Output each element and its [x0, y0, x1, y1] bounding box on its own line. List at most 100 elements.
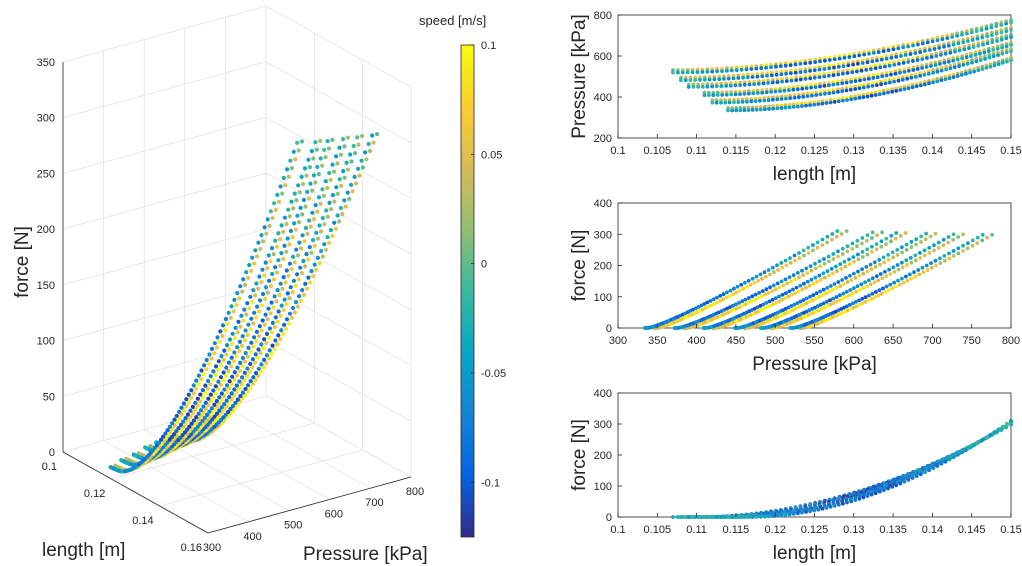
plot-3d-point: [322, 147, 327, 152]
p-vs-l-point: [736, 100, 741, 104]
f-vs-p-point: [820, 237, 825, 242]
f-vs-l-point: [763, 514, 767, 519]
f-vs-p-point: [864, 265, 869, 269]
p-vs-l-point: [927, 48, 932, 52]
plot-3d-point: [352, 151, 358, 156]
plot-3d-point: [250, 365, 255, 370]
p-vs-l-point: [723, 100, 728, 105]
plot-3d-point: [237, 296, 242, 301]
f-vs-p-point: [788, 256, 792, 260]
p-vs-l-point: [691, 85, 696, 89]
plot-3d-point: [255, 254, 260, 259]
plot-3d-point: [222, 402, 227, 407]
f-vs-l-point: [894, 483, 899, 488]
p-vs-l-xtick-label: 0.105: [644, 145, 672, 157]
plot-3d-ztick-label: 50: [43, 391, 55, 403]
p-vs-l-point: [940, 37, 945, 42]
f-vs-p-point: [842, 259, 847, 264]
p-vs-l-point: [994, 24, 999, 29]
plot-3d-point: [288, 228, 293, 234]
p-vs-l-point: [884, 73, 889, 78]
plot-3d-point: [340, 212, 345, 217]
f-vs-l-point: [750, 515, 755, 519]
f-vs-p-point: [737, 300, 741, 305]
plot-3d-point: [217, 395, 222, 400]
plot-3d-point: [258, 246, 263, 252]
plot-3d-point: [375, 132, 380, 137]
f-vs-p-point: [961, 243, 965, 248]
plot-3d-point: [167, 424, 172, 429]
f-vs-l-point: [861, 495, 866, 500]
p-vs-l-point: [911, 68, 916, 72]
f-vs-p-point: [725, 290, 729, 295]
p-vs-l-point: [767, 107, 771, 111]
plot-3d-point: [261, 346, 266, 351]
f-vs-p-point: [823, 275, 827, 280]
f-vs-p-point: [737, 305, 742, 309]
plot-3d-point: [316, 195, 322, 200]
f-vs-p-point: [718, 299, 722, 303]
p-vs-l-point: [765, 73, 769, 78]
plot-3d-point: [227, 386, 232, 391]
plot-3d-point: [222, 348, 227, 353]
p-vs-l-point: [906, 60, 911, 64]
f-vs-p-point: [897, 282, 902, 287]
p-vs-l-point: [751, 91, 756, 96]
plot-3d-point: [258, 350, 263, 356]
p-vs-l-point: [710, 84, 714, 89]
p-vs-l-point: [950, 35, 955, 39]
p-vs-l-point: [832, 57, 837, 62]
f-vs-l-point: [836, 502, 841, 507]
p-vs-l-point: [841, 64, 846, 68]
plot-3d-point: [243, 282, 248, 287]
p-vs-l-point: [1000, 45, 1004, 50]
p-vs-l-point: [898, 88, 903, 92]
f-vs-l-point: [947, 457, 952, 462]
grid-line: [62, 339, 412, 422]
f-vs-p-point: [908, 256, 913, 260]
p-vs-l-point: [976, 44, 981, 48]
plot-3d-point: [212, 402, 217, 407]
p-vs-l-point: [887, 80, 892, 85]
p-vs-l-point: [791, 87, 796, 92]
plot-3d-point: [275, 192, 280, 197]
plot-3d-point: [337, 177, 342, 182]
p-vs-l-point: [902, 70, 907, 74]
p-vs-l-point: [836, 99, 841, 104]
plot-3d-point: [219, 353, 224, 359]
plot-3d-point: [306, 157, 311, 162]
f-vs-p-point: [855, 244, 859, 249]
plot-3d-point: [319, 229, 324, 234]
f-vs-p-point: [919, 240, 923, 244]
f-vs-p-point: [865, 269, 870, 274]
plot-3d-point: [232, 336, 237, 341]
plot-3d-point: [278, 281, 283, 286]
f-vs-p-point: [852, 271, 856, 276]
plot-3d-point: [235, 330, 240, 335]
f-vs-l-point: [754, 515, 759, 519]
p-vs-l-point: [920, 66, 924, 70]
plot-3d-point: [291, 149, 296, 154]
p-vs-l-point: [938, 62, 942, 66]
f-vs-p-point: [777, 294, 781, 299]
f-vs-p-point: [942, 258, 947, 263]
p-vs-l-point: [942, 60, 947, 65]
f-vs-p-point: [895, 263, 900, 267]
f-vs-p-point: [758, 304, 763, 308]
plot-3d-point: [357, 173, 362, 178]
plot-3d-point: [327, 240, 332, 245]
f-vs-l-point: [873, 491, 878, 496]
p-vs-l-point: [1009, 20, 1013, 25]
f-vs-p-point: [856, 269, 860, 274]
p-vs-l-point: [828, 100, 833, 105]
p-vs-l-point: [886, 90, 890, 95]
plot-3d-point: [271, 305, 276, 310]
plot-3d-point: [282, 215, 287, 220]
p-vs-l-point: [870, 59, 875, 64]
p-vs-l-point: [899, 54, 903, 58]
p-vs-l-point: [884, 56, 889, 61]
f-vs-p-point: [895, 253, 900, 257]
f-vs-p-point: [845, 304, 849, 309]
plot-3d-point: [276, 199, 282, 204]
p-vs-l-point: [925, 56, 929, 60]
